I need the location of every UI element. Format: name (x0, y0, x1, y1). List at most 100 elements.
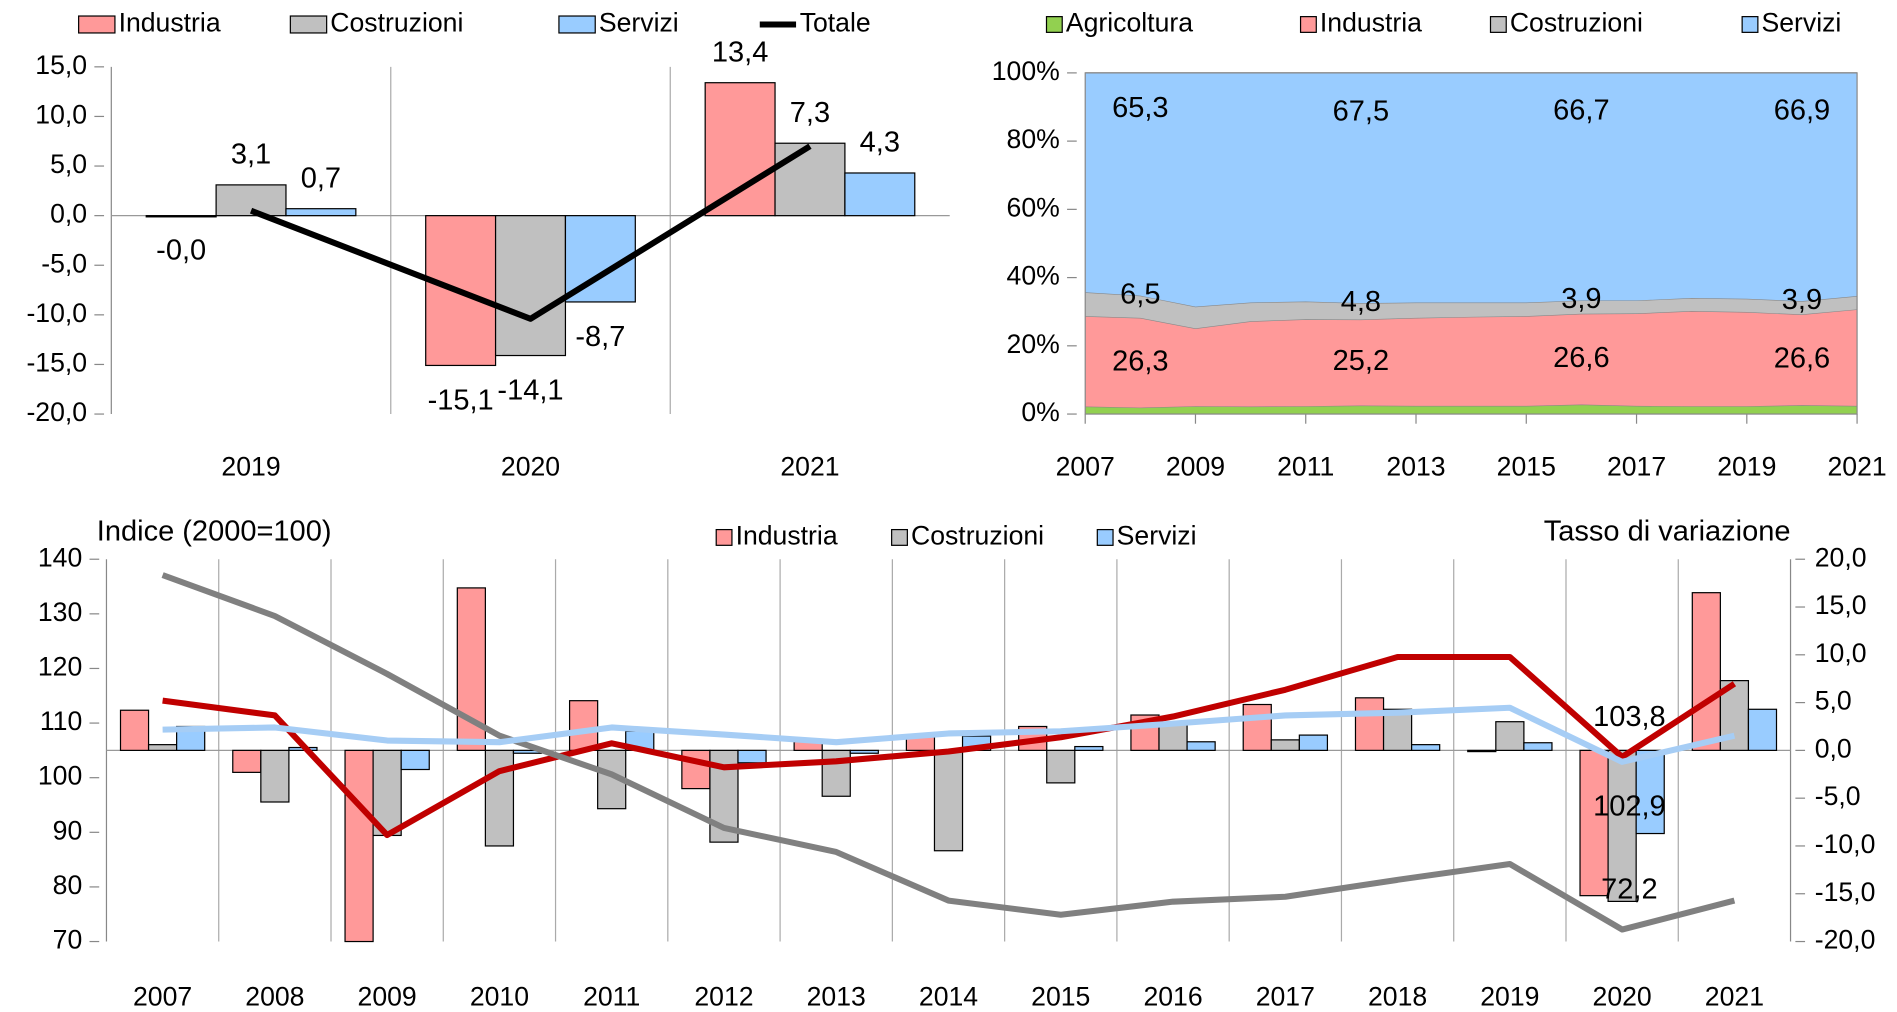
bar (1354, 697, 1385, 751)
y-tick-label: 15,0 (1815, 590, 1867, 620)
x-tick-label: 2018 (1368, 981, 1427, 1011)
bar (484, 749, 515, 847)
x-tick-label: 2017 (1607, 452, 1666, 482)
x-tick-label: 2019 (221, 452, 280, 482)
x-tick-label: 2017 (1256, 981, 1315, 1011)
bar (737, 749, 767, 764)
bar (400, 749, 430, 771)
line-series (161, 572, 1736, 933)
bar (1242, 703, 1272, 751)
y-tick-label: -10,0 (1815, 829, 1876, 859)
y-tick-label: 5,0 (50, 149, 87, 179)
bar (232, 749, 262, 773)
bar (844, 172, 916, 217)
x-tick-label: 2015 (1497, 452, 1556, 482)
x-tick-label: 2011 (583, 981, 640, 1011)
bar (1270, 739, 1300, 751)
x-tick-label: 2021 (780, 452, 839, 482)
legend-swatch (1096, 528, 1114, 546)
legend-swatch (558, 15, 596, 34)
legend-label: Costruzioni (330, 8, 463, 38)
y-tick-label: -5,0 (41, 248, 87, 278)
bar (215, 184, 287, 217)
x-tick-label: 2014 (919, 981, 978, 1011)
value-label: 4,3 (860, 127, 900, 159)
y-tick-label: 20% (1007, 329, 1060, 359)
bar (933, 749, 964, 852)
value-label: -0,0 (156, 235, 206, 267)
y-tick-label: -20,0 (26, 397, 87, 427)
line-series (162, 704, 1736, 765)
y-tick-label: 40% (1007, 261, 1060, 291)
value-label: -8,7 (575, 321, 625, 353)
x-tick-label: 2021 (1827, 452, 1886, 482)
legend-label: Servizi (599, 8, 679, 38)
bar (344, 749, 374, 943)
y-tick-label: -15,0 (26, 347, 87, 377)
area (1085, 72, 1858, 307)
value-label: 3,9 (1782, 284, 1822, 316)
legend-swatch (1045, 16, 1063, 33)
bar (568, 700, 599, 751)
y-tick-label: 110 (40, 706, 82, 736)
bar (1298, 734, 1329, 751)
x-tick-label: 2020 (1593, 981, 1652, 1011)
value-label: 3,9 (1561, 283, 1601, 315)
bar (1186, 741, 1216, 751)
y-tick-label: 0% (1021, 397, 1059, 427)
legend-swatch (1741, 16, 1759, 33)
y-tick-label: 0,0 (50, 199, 87, 229)
y-tick-label: -5,0 (1815, 781, 1861, 811)
axis-title: Indice (2000=100) (97, 515, 332, 547)
value-label: 102,9 (1593, 790, 1666, 822)
bar (774, 142, 846, 217)
legend-swatch (891, 528, 908, 546)
value-label: -15,1 (428, 384, 494, 416)
bar (285, 208, 357, 217)
x-tick-label: 2015 (1031, 981, 1090, 1011)
bar (1411, 744, 1441, 751)
value-label: 7,3 (790, 97, 830, 129)
legend-label: Industria (119, 8, 221, 38)
bar (145, 215, 217, 218)
x-tick-label: 2009 (358, 981, 417, 1011)
y-tick-label: 100% (992, 56, 1060, 86)
legend-label: Servizi (1117, 520, 1197, 550)
y-tick-label: 0,0 (1815, 733, 1852, 763)
y-tick-label: -15,0 (1815, 877, 1876, 907)
value-label: 66,7 (1553, 94, 1609, 126)
value-label: 25,2 (1333, 345, 1389, 377)
value-label: 103,8 (1593, 701, 1666, 733)
x-tick-label: 2021 (1705, 981, 1764, 1011)
legend-label: Industria (1320, 8, 1422, 38)
x-tick-label: 2019 (1717, 452, 1776, 482)
x-tick-label: 2016 (1143, 981, 1202, 1011)
y-tick-label: 100 (38, 761, 82, 791)
bar (494, 215, 567, 357)
y-tick-label: 5,0 (1815, 686, 1852, 716)
y-tick-label: 70 (53, 925, 83, 955)
y-tick-label: 15,0 (35, 50, 87, 80)
legend-label: Totale (800, 8, 871, 38)
legend-swatch (289, 15, 328, 34)
x-tick-label: 2010 (470, 981, 529, 1011)
value-label: 0,7 (301, 162, 341, 194)
area (1085, 292, 1858, 329)
y-tick-label: 90 (53, 815, 83, 845)
line-series (249, 143, 812, 322)
bar (1046, 749, 1076, 784)
bar (1074, 745, 1104, 751)
value-label: 26,6 (1774, 342, 1830, 374)
x-tick-label: 2013 (807, 981, 866, 1011)
value-label: 26,6 (1553, 342, 1609, 374)
y-tick-label: 60% (1007, 192, 1060, 222)
bar (1747, 708, 1778, 751)
value-label: 72,2 (1601, 873, 1657, 905)
legend-label: Agricoltura (1066, 8, 1193, 38)
y-tick-label: 10,0 (35, 99, 87, 129)
bar (849, 749, 879, 754)
bar (1382, 708, 1413, 751)
legend-swatch (715, 528, 733, 546)
legend-label: Industria (736, 520, 838, 550)
